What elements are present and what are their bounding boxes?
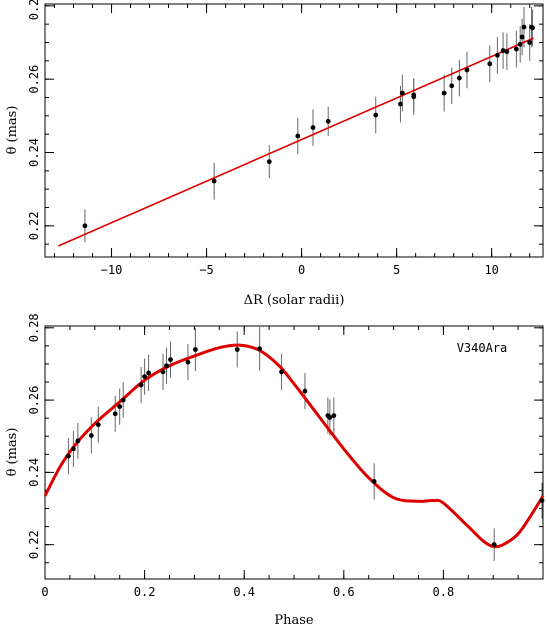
bottom-error-bars bbox=[67, 327, 543, 561]
data-point bbox=[327, 415, 333, 420]
data-point bbox=[411, 92, 417, 98]
y-tick-label: 0.26 bbox=[27, 65, 41, 94]
top-axis-ticks bbox=[45, 4, 543, 257]
data-point bbox=[164, 363, 169, 369]
y-tick-label: 0.24 bbox=[27, 458, 41, 487]
data-point bbox=[88, 433, 94, 438]
data-point bbox=[464, 67, 470, 73]
x-tick-label: 0.8 bbox=[433, 585, 455, 599]
data-point bbox=[521, 24, 527, 30]
data-point bbox=[527, 40, 533, 45]
data-point bbox=[449, 83, 455, 89]
bottom-x-axis-label: Phase bbox=[274, 613, 314, 628]
top-y-axis-label: θ (mas) bbox=[5, 106, 20, 155]
top-data-points bbox=[82, 24, 535, 229]
data-point bbox=[168, 357, 173, 363]
x-tick-label: 0.2 bbox=[134, 585, 156, 599]
linear-fit-line bbox=[57, 37, 534, 247]
data-point bbox=[95, 422, 101, 428]
x-tick-label: −5 bbox=[199, 263, 213, 277]
fourier-fit-curve bbox=[43, 343, 545, 549]
data-point bbox=[310, 125, 316, 130]
bottom-fit-curve-group bbox=[43, 343, 545, 549]
data-point bbox=[487, 61, 493, 67]
data-point bbox=[456, 75, 462, 81]
y-tick-label: 0.28 bbox=[27, 0, 41, 20]
data-point bbox=[211, 178, 217, 184]
data-point bbox=[82, 223, 88, 229]
data-point bbox=[398, 101, 403, 107]
data-point bbox=[146, 370, 151, 376]
data-point bbox=[539, 498, 545, 503]
data-point bbox=[120, 397, 126, 403]
x-tick-label: 10 bbox=[484, 263, 498, 277]
bottom-y-axis-label: θ (mas) bbox=[5, 428, 20, 477]
data-point bbox=[266, 159, 272, 165]
data-point bbox=[371, 479, 377, 484]
data-point bbox=[66, 453, 71, 459]
x-tick-label: 0.6 bbox=[333, 585, 355, 599]
bottom-plot-frame bbox=[44, 325, 544, 580]
data-point bbox=[500, 48, 506, 53]
data-point bbox=[192, 347, 198, 352]
data-point bbox=[302, 388, 308, 394]
data-point bbox=[441, 90, 447, 96]
y-tick-label: 0.26 bbox=[27, 386, 41, 415]
data-point bbox=[112, 411, 118, 417]
x-tick-label: −10 bbox=[101, 263, 123, 277]
top-error-bars bbox=[84, 6, 534, 243]
data-point bbox=[494, 52, 500, 58]
bottom-data-points bbox=[66, 346, 545, 548]
bottom-axis-ticks bbox=[44, 326, 544, 579]
data-point bbox=[142, 374, 148, 379]
y-tick-label: 0.28 bbox=[27, 313, 41, 342]
data-point bbox=[279, 369, 284, 375]
data-point bbox=[504, 49, 510, 55]
bottom-tick-labels: 0 0.2 0.4 0.6 0.8 0.22 0.24 0.26 0.28 bbox=[27, 313, 454, 599]
data-point bbox=[257, 346, 263, 352]
top-panel: −10 −5 0 5 10 0.22 0.24 0.26 0.28 ΔR (solar radi… bbox=[5, 0, 544, 308]
data-point bbox=[234, 347, 240, 352]
bottom-panel: 0 0.2 0.4 0.6 0.8 0.22 0.24 0.26 0.28 V340Ara Ph… bbox=[5, 313, 545, 628]
star-name-annotation: V340Ara bbox=[457, 341, 508, 355]
data-point bbox=[160, 369, 166, 375]
data-point bbox=[519, 34, 525, 40]
data-point bbox=[373, 112, 379, 118]
data-point bbox=[517, 41, 523, 47]
y-tick-label: 0.22 bbox=[27, 530, 41, 559]
x-tick-label: 0 bbox=[298, 263, 305, 277]
x-tick-label: 0 bbox=[41, 585, 48, 599]
data-point bbox=[399, 90, 405, 96]
x-tick-label: 5 bbox=[393, 263, 400, 277]
top-fit-line-group bbox=[57, 37, 534, 247]
x-tick-label: 0.4 bbox=[233, 585, 255, 599]
data-point bbox=[75, 438, 81, 444]
data-point bbox=[117, 404, 123, 409]
y-tick-label: 0.22 bbox=[27, 211, 41, 240]
data-point bbox=[295, 133, 301, 139]
top-plot-frame bbox=[44, 3, 544, 258]
data-point bbox=[185, 359, 191, 365]
top-x-axis-label: ΔR (solar radii) bbox=[244, 293, 345, 308]
data-point bbox=[513, 46, 519, 52]
data-point bbox=[491, 542, 497, 548]
data-point bbox=[138, 382, 144, 388]
data-point bbox=[530, 25, 535, 31]
y-tick-label: 0.24 bbox=[27, 138, 41, 167]
data-point bbox=[331, 413, 337, 419]
data-point bbox=[70, 446, 76, 452]
top-tick-labels: −10 −5 0 5 10 0.22 0.24 0.26 0.28 bbox=[27, 0, 499, 277]
data-point bbox=[325, 118, 331, 124]
